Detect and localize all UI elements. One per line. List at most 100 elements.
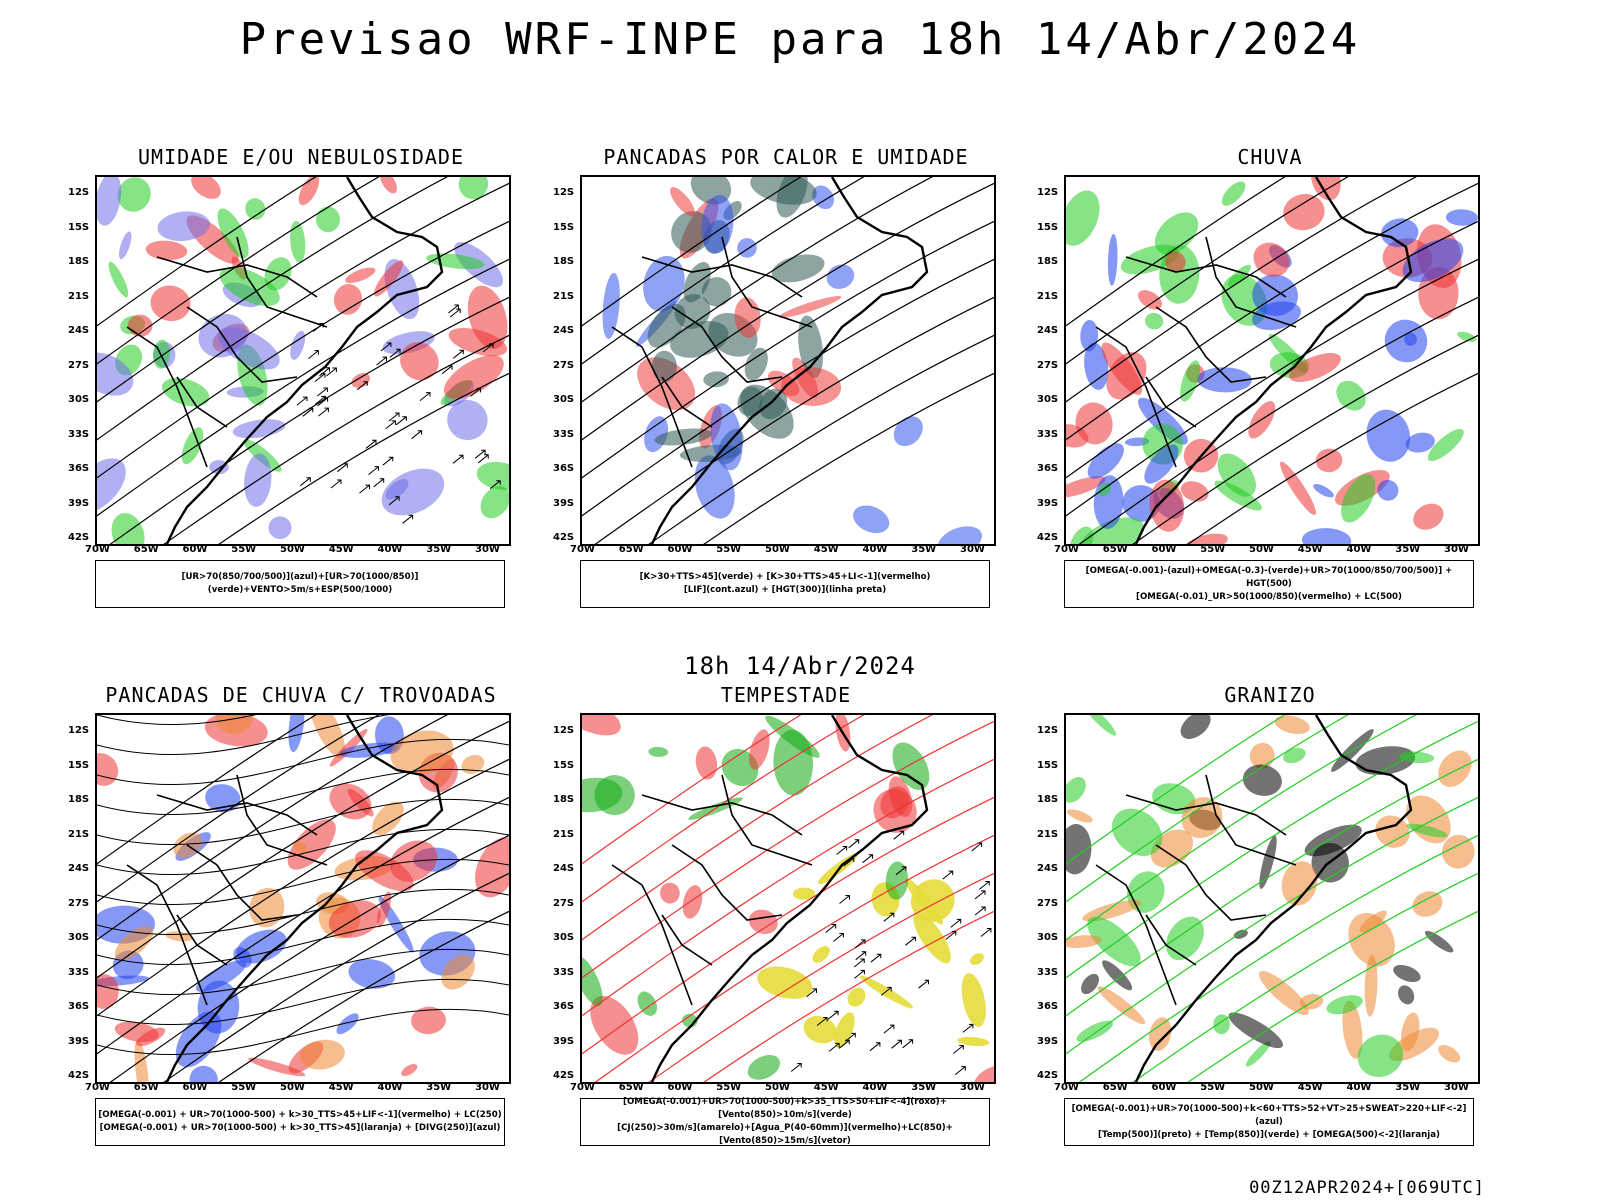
map-panel: PANCADAS DE CHUVA C/ TROVOADAS 12S 15S 18S 2… bbox=[35, 683, 511, 1173]
field-patch bbox=[602, 272, 620, 339]
field-patch bbox=[767, 370, 800, 397]
wind-arrow bbox=[790, 1063, 802, 1072]
field-patch bbox=[1242, 764, 1282, 796]
contour-line bbox=[1187, 910, 1478, 1082]
state-border bbox=[186, 844, 298, 921]
coastline bbox=[650, 177, 929, 544]
state-border bbox=[1145, 914, 1197, 966]
contour-line bbox=[582, 177, 802, 327]
field-patch bbox=[461, 754, 485, 774]
wind-arrow bbox=[482, 343, 494, 353]
longitude-label: 55W bbox=[231, 1082, 257, 1093]
field-patch bbox=[268, 516, 292, 540]
state-border bbox=[186, 306, 298, 383]
latitude-label: 18S bbox=[553, 794, 575, 805]
wind-arrow bbox=[870, 953, 882, 963]
latitude-label: 15S bbox=[1037, 759, 1059, 771]
field-patch bbox=[812, 185, 835, 210]
map-frame bbox=[1064, 175, 1480, 546]
field-patch bbox=[1166, 916, 1204, 961]
state-border bbox=[661, 914, 713, 966]
field-patch bbox=[737, 238, 757, 258]
field-patch bbox=[1366, 409, 1411, 462]
field-patch bbox=[1082, 899, 1142, 922]
field-patch bbox=[1442, 834, 1475, 869]
field-patch bbox=[637, 991, 658, 1016]
field-patch bbox=[582, 955, 603, 1007]
panel-title: CHUVA bbox=[1237, 145, 1303, 169]
field-patch bbox=[803, 1016, 837, 1044]
state-border bbox=[126, 326, 208, 468]
latitude-label: 42S bbox=[68, 532, 90, 543]
map-panel: PANCADAS POR CALOR E UMIDADE 12S 15S 18S 21S… bbox=[520, 145, 996, 635]
streamline bbox=[97, 715, 257, 726]
longitude-label: 45W bbox=[328, 1082, 354, 1093]
field-patch bbox=[1183, 533, 1228, 544]
field-patch bbox=[1348, 912, 1395, 967]
field-patch bbox=[1245, 1041, 1271, 1067]
longitude-label: 55W bbox=[716, 544, 742, 555]
legend-box: [OMEGA(-0.001)-(azul)+OMEGA(-0.3)-(verde… bbox=[1064, 560, 1474, 608]
field-patch bbox=[1315, 448, 1343, 473]
state-border bbox=[641, 256, 803, 298]
field-patch bbox=[1087, 443, 1124, 479]
field-patch bbox=[1180, 715, 1211, 739]
longitude-label: 35W bbox=[1395, 1082, 1421, 1093]
weather-map bbox=[582, 177, 994, 544]
wind-arrow bbox=[376, 356, 387, 366]
field-patch bbox=[1066, 476, 1106, 499]
field-patch bbox=[670, 187, 695, 217]
field-patch bbox=[1336, 380, 1366, 411]
longitude-label: 60W bbox=[667, 544, 693, 555]
panel-title: UMIDADE E/OU NEBULOSIDADE bbox=[137, 145, 465, 169]
longitude-label: 35W bbox=[911, 1082, 937, 1093]
wind-arrow bbox=[974, 890, 986, 900]
field-patch bbox=[441, 954, 475, 990]
wind-arrow bbox=[411, 430, 423, 440]
field-patch bbox=[1402, 238, 1464, 283]
legend-box: [OMEGA(-0.001) + UR>70(1000-500) + k>30_… bbox=[95, 1098, 505, 1146]
latitude-label: 36S bbox=[68, 1001, 90, 1012]
latitude-label: 33S bbox=[1037, 428, 1059, 440]
field-patch bbox=[748, 909, 778, 935]
field-patch bbox=[888, 776, 913, 817]
legend-line: [OMEGA(-0.001)-(azul)+OMEGA(-0.3)-(verde… bbox=[1085, 565, 1453, 589]
field-patch bbox=[379, 177, 397, 194]
field-patch bbox=[798, 315, 824, 378]
field-patch bbox=[336, 1013, 359, 1035]
field-patch bbox=[682, 885, 703, 919]
field-patch bbox=[793, 887, 816, 900]
field-patch bbox=[1281, 861, 1318, 906]
field-patch bbox=[448, 327, 508, 357]
field-patch bbox=[701, 277, 732, 307]
field-patch bbox=[157, 211, 210, 241]
field-patch bbox=[1080, 517, 1144, 544]
field-patch bbox=[219, 267, 280, 307]
field-patch bbox=[847, 987, 866, 1007]
field-patch bbox=[1398, 985, 1415, 1005]
latitude-label: 21S bbox=[1037, 828, 1059, 840]
longitude-label: 55W bbox=[716, 1082, 742, 1093]
field-patch bbox=[1228, 1012, 1284, 1049]
field-patch bbox=[1097, 986, 1146, 1025]
latitude-label: 33S bbox=[68, 966, 90, 978]
wind-arrow bbox=[356, 381, 368, 391]
latitude-label: 42S bbox=[68, 1070, 90, 1081]
field-patch bbox=[834, 1012, 855, 1048]
longitude-label: 35W bbox=[426, 544, 452, 555]
run-label: 00Z12APR2024+[069UTC] bbox=[1249, 1178, 1485, 1198]
latitude-label: 30S bbox=[553, 932, 575, 943]
wind-arrow bbox=[883, 912, 895, 922]
contour-line bbox=[582, 715, 802, 865]
latitude-label: 27S bbox=[68, 359, 90, 371]
map-frame bbox=[95, 713, 511, 1084]
field-patch bbox=[937, 526, 982, 544]
state-border bbox=[126, 864, 208, 1006]
wind-arrow bbox=[302, 407, 314, 417]
wind-arrow bbox=[918, 979, 929, 989]
longitude-label: 30W bbox=[475, 544, 500, 555]
contour-line bbox=[97, 715, 380, 903]
legend-line: [LIF](cont.azul) + [HGT(300)](linha pret… bbox=[683, 585, 887, 595]
field-patch bbox=[411, 1006, 446, 1035]
field-patch bbox=[1405, 432, 1435, 453]
